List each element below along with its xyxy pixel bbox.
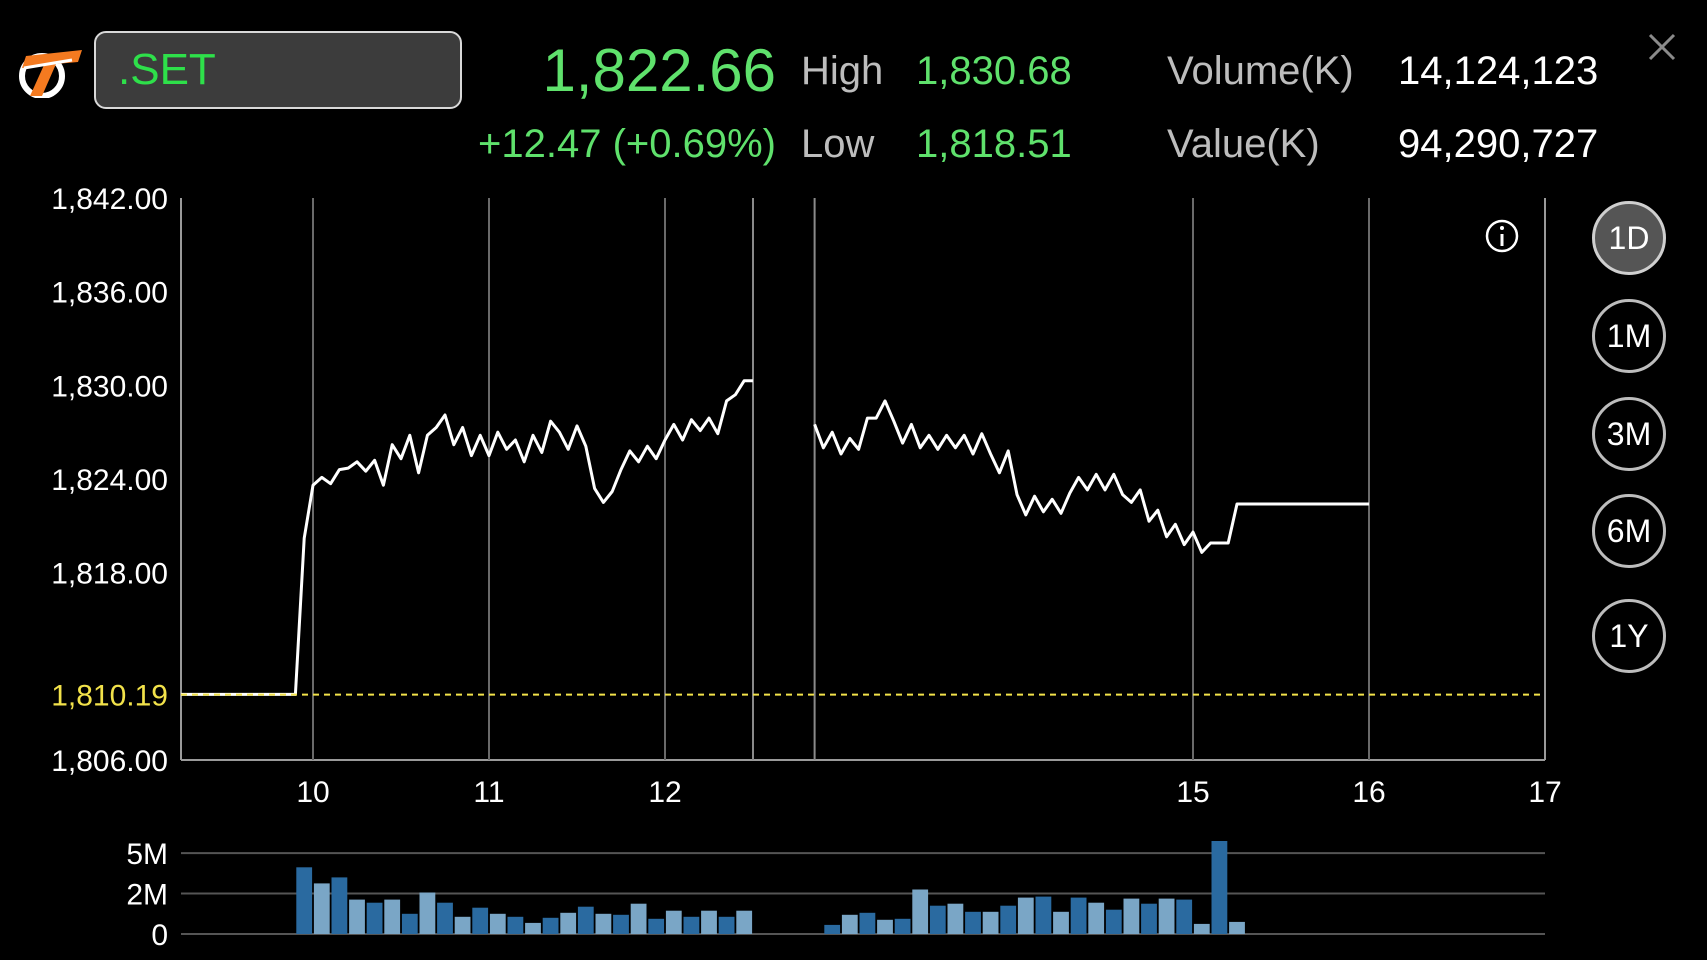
volume-bar — [525, 922, 541, 934]
volume-bar — [384, 899, 401, 934]
last-price: 1,822.66 — [542, 37, 776, 104]
price-y-tick: 1,842.00 — [51, 183, 168, 216]
value-label: Value(K) — [1167, 122, 1320, 166]
volume-bar — [701, 910, 717, 934]
volume-bar — [982, 911, 999, 934]
volume-bar — [683, 916, 700, 934]
volume-bar — [1123, 898, 1140, 934]
volume-bar — [841, 914, 858, 934]
close-icon[interactable] — [1645, 30, 1679, 64]
volume-bar — [1053, 911, 1069, 934]
period-button-1m[interactable]: 1M — [1592, 299, 1666, 373]
price-x-tick: 15 — [1176, 776, 1209, 809]
price-y-tick: 1,824.00 — [51, 464, 168, 497]
volume-bar — [454, 916, 471, 934]
volume-bar — [1141, 903, 1157, 934]
volume-bar — [912, 889, 929, 934]
set-logo — [19, 50, 82, 98]
price-change: +12.47 (+0.69%) — [478, 122, 776, 166]
high-label: High — [801, 49, 884, 93]
price-y-tick: 1,806.00 — [51, 745, 168, 778]
price-y-tick: 1,830.00 — [51, 370, 168, 403]
price-y-tick: 1,818.00 — [51, 558, 168, 591]
volume-bar — [313, 883, 330, 934]
volume-bar — [577, 906, 594, 934]
volume-label: Volume(K) — [1167, 49, 1354, 93]
volume-y-tick: 2M — [126, 879, 168, 912]
period-button-1y[interactable]: 1Y — [1592, 599, 1666, 673]
volume-bar — [630, 903, 647, 934]
volume-bar — [437, 902, 453, 934]
volume-bar — [419, 892, 436, 934]
volume-bar — [296, 867, 313, 934]
price-x-tick: 12 — [648, 776, 681, 809]
volume-bar — [648, 918, 665, 934]
volume-bar — [349, 899, 365, 934]
period-button-6m[interactable]: 6M — [1592, 494, 1666, 568]
volume-bar — [1105, 909, 1122, 934]
volume-bar — [1211, 841, 1228, 934]
volume-bar — [718, 916, 735, 934]
price-series-line-2 — [813, 399, 1369, 554]
info-icon[interactable] — [1485, 219, 1519, 253]
prev-close-label: 1,810.19 — [51, 680, 168, 713]
volume-bar — [1088, 902, 1105, 934]
volume-bar — [965, 911, 981, 934]
volume-value: 14,124,123 — [1398, 49, 1599, 93]
volume-bar — [1070, 897, 1087, 934]
volume-bar — [1158, 898, 1175, 934]
volume-bar — [947, 903, 964, 934]
volume-bar — [366, 902, 383, 934]
volume-bar — [331, 877, 348, 934]
period-button-1d[interactable]: 1D — [1592, 201, 1666, 275]
volume-bar — [1229, 921, 1245, 934]
low-label: Low — [801, 122, 875, 166]
volume-bar — [1000, 905, 1017, 934]
volume-bar — [613, 914, 629, 934]
volume-bar — [560, 912, 577, 934]
price-x-tick: 10 — [296, 776, 329, 809]
price-y-tick: 1,836.00 — [51, 277, 168, 310]
volume-bar — [489, 913, 506, 934]
volume-bar — [665, 910, 682, 934]
volume-bar — [1176, 899, 1193, 934]
price-x-tick: 11 — [473, 776, 504, 809]
volume-bar — [542, 917, 559, 934]
price-series-line-1 — [181, 379, 753, 696]
price-x-tick: 16 — [1352, 776, 1385, 809]
volume-bar — [877, 919, 893, 934]
volume-y-tick: 5M — [126, 838, 168, 871]
volume-bar — [894, 918, 911, 934]
symbol-input[interactable]: .SET — [94, 31, 462, 109]
volume-bar — [401, 913, 418, 934]
low-value: 1,818.51 — [916, 122, 1072, 166]
high-value: 1,830.68 — [916, 49, 1072, 93]
period-button-3m[interactable]: 3M — [1592, 397, 1666, 471]
volume-bar — [736, 910, 753, 934]
volume-bar — [824, 924, 841, 934]
volume-bar — [507, 916, 524, 934]
volume-bar — [1193, 923, 1210, 934]
price-x-tick: 17 — [1528, 776, 1561, 809]
volume-bar — [595, 913, 612, 934]
volume-bar — [929, 905, 946, 934]
volume-y-tick: 0 — [151, 919, 168, 952]
volume-bar — [1017, 897, 1034, 934]
volume-bar — [859, 912, 876, 934]
volume-bar — [1035, 896, 1052, 934]
volume-bar — [472, 907, 489, 934]
value-value: 94,290,727 — [1398, 122, 1599, 166]
